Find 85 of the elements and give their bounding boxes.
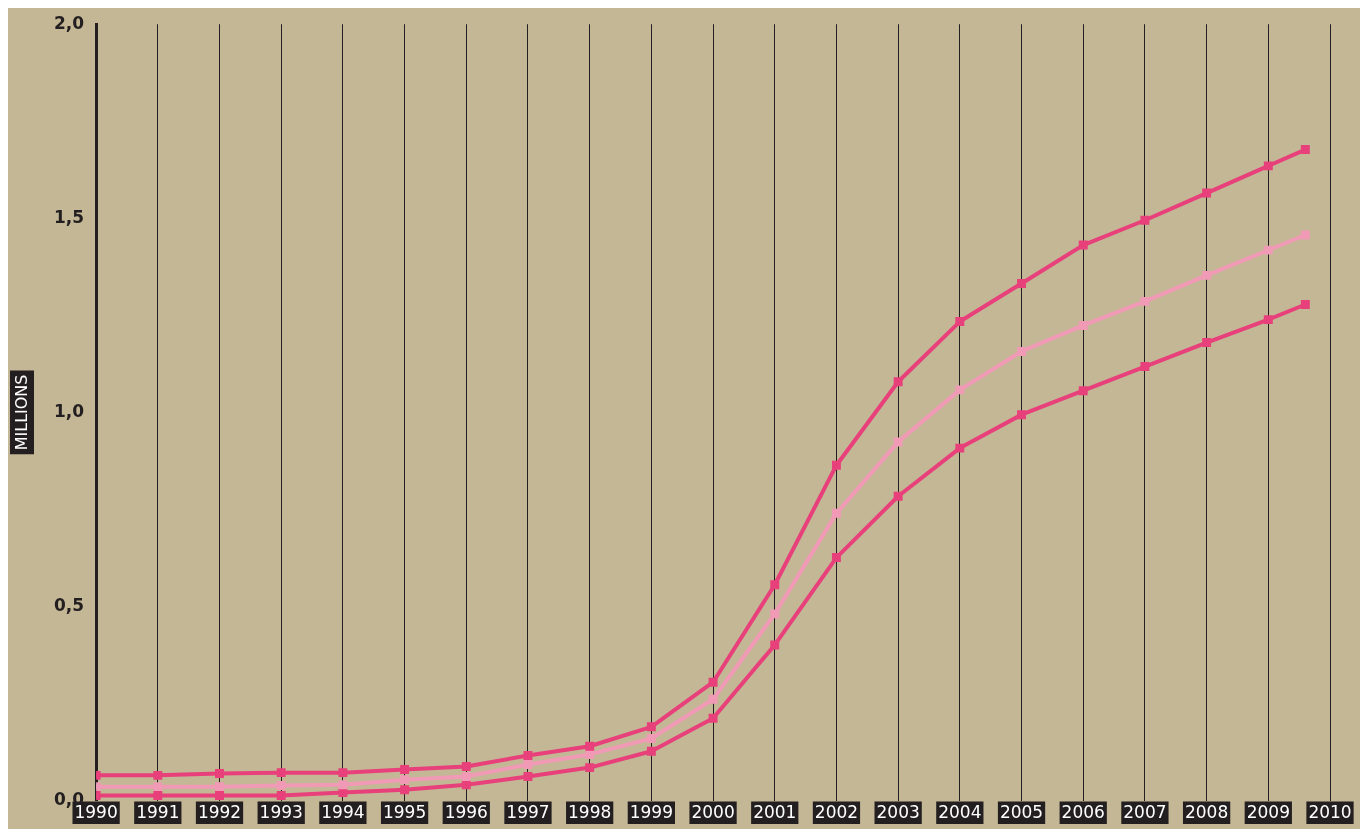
x-tick-label: 1996 bbox=[444, 802, 488, 823]
point bbox=[1202, 270, 1212, 280]
point bbox=[831, 553, 841, 563]
point bbox=[831, 460, 841, 470]
point bbox=[893, 437, 903, 447]
point bbox=[1263, 245, 1273, 255]
point bbox=[831, 508, 841, 518]
point bbox=[215, 791, 224, 801]
point bbox=[770, 609, 780, 619]
point bbox=[1017, 346, 1026, 356]
point bbox=[646, 722, 656, 732]
point bbox=[461, 761, 471, 771]
x-tick-label: 2001 bbox=[753, 802, 797, 823]
point bbox=[338, 787, 348, 797]
x-tick-label: 1992 bbox=[197, 802, 242, 823]
point bbox=[1078, 320, 1088, 330]
x-tick-label: 1998 bbox=[568, 802, 612, 823]
point bbox=[893, 491, 903, 501]
point bbox=[461, 780, 471, 790]
point bbox=[585, 741, 595, 751]
point bbox=[461, 772, 471, 782]
point bbox=[708, 713, 718, 723]
point bbox=[1017, 279, 1026, 288]
point bbox=[646, 746, 656, 756]
point bbox=[400, 775, 410, 785]
point bbox=[1017, 410, 1026, 420]
point bbox=[646, 734, 656, 743]
point bbox=[276, 791, 286, 801]
x-tick-label: 1997 bbox=[506, 802, 550, 823]
point bbox=[1300, 300, 1310, 309]
point bbox=[1140, 296, 1150, 306]
point bbox=[153, 770, 163, 780]
point bbox=[955, 317, 965, 327]
point bbox=[400, 785, 410, 795]
point bbox=[523, 751, 533, 761]
x-tick-label: 2010 bbox=[1308, 802, 1352, 823]
x-tick-label: 2006 bbox=[1061, 802, 1105, 823]
x-tick-label: 2007 bbox=[1123, 802, 1167, 823]
x-tick-label: 2004 bbox=[938, 802, 982, 823]
point bbox=[1078, 386, 1088, 396]
y-tick-label: 1,0 bbox=[53, 400, 85, 421]
x-tick-label: 1994 bbox=[321, 802, 365, 823]
x-tick-label: 1993 bbox=[259, 802, 303, 823]
point bbox=[338, 780, 348, 790]
point bbox=[215, 782, 224, 792]
x-tick-label: 2009 bbox=[1246, 802, 1290, 823]
point bbox=[1300, 145, 1310, 155]
point bbox=[523, 772, 533, 782]
x-tick-label: 2003 bbox=[876, 802, 920, 823]
point bbox=[770, 580, 780, 590]
x-tick-label: 2008 bbox=[1184, 802, 1229, 823]
point bbox=[955, 443, 965, 453]
point bbox=[893, 377, 903, 387]
y-tick-label: 2,0 bbox=[53, 12, 85, 33]
point bbox=[708, 677, 718, 687]
y-tick-label: 1,5 bbox=[53, 206, 85, 227]
point bbox=[1140, 362, 1150, 372]
point bbox=[1263, 315, 1273, 325]
x-tick-label: 1991 bbox=[136, 802, 180, 823]
y-axis-title: MILLIONS bbox=[12, 374, 32, 451]
point bbox=[1078, 240, 1088, 250]
point bbox=[1140, 215, 1150, 225]
point bbox=[276, 780, 286, 790]
x-tick-label: 2000 bbox=[691, 802, 735, 823]
x-tick-label: 1995 bbox=[382, 802, 427, 823]
y-tick-label: 0,5 bbox=[53, 594, 85, 615]
point bbox=[1300, 230, 1310, 240]
point bbox=[955, 385, 965, 395]
point bbox=[215, 768, 224, 778]
x-tick-label: 2002 bbox=[814, 802, 859, 823]
point bbox=[1263, 161, 1273, 171]
x-tick-label: 2005 bbox=[999, 802, 1044, 823]
point bbox=[153, 791, 163, 801]
point bbox=[585, 763, 595, 773]
point bbox=[708, 694, 718, 704]
point bbox=[400, 765, 410, 775]
point bbox=[1202, 338, 1212, 347]
point bbox=[276, 768, 286, 778]
point bbox=[523, 760, 533, 769]
x-tick-label: 1999 bbox=[629, 802, 673, 823]
point bbox=[770, 640, 780, 650]
point bbox=[338, 768, 348, 778]
point bbox=[153, 782, 163, 792]
point bbox=[1202, 188, 1212, 198]
point bbox=[585, 749, 595, 759]
